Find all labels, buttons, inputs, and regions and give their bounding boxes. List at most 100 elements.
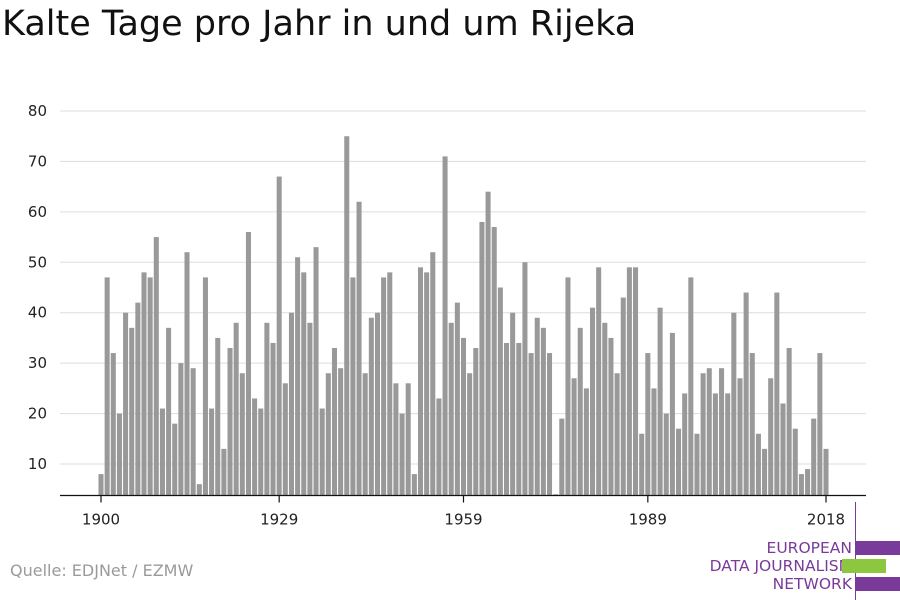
bar-2015: [805, 469, 811, 496]
bar-1946: [381, 277, 387, 496]
bar-1930: [282, 383, 288, 496]
bar-1991: [657, 307, 663, 496]
bar-1953: [424, 272, 430, 496]
bar-1924: [245, 232, 251, 496]
bar-1952: [417, 267, 424, 496]
bar-1995: [682, 393, 688, 496]
bar-1934: [307, 322, 313, 496]
logo-divider: [855, 502, 856, 600]
bar-1901: [104, 277, 110, 496]
bar-1918: [209, 408, 215, 496]
bar-1962: [479, 221, 485, 496]
bar-1976: [565, 277, 571, 496]
source-note: Quelle: EDJNet / EZMW: [10, 561, 194, 580]
bar-1939: [338, 368, 344, 496]
bar-1979: [583, 388, 589, 496]
bar-1932: [295, 257, 301, 496]
bar-1917: [202, 277, 208, 496]
bar-2016: [811, 418, 817, 496]
bar-1947: [387, 272, 393, 496]
bar-1990: [651, 388, 657, 496]
bar-1902: [110, 353, 116, 496]
bar-2011: [780, 403, 786, 496]
bar-1974: [553, 494, 559, 496]
bar-1998: [700, 373, 706, 496]
bar-1904: [123, 312, 129, 496]
edjnet-logo: EUROPEAN DATA JOURNALISM NETWORK: [700, 502, 900, 600]
bar-1911: [166, 327, 172, 496]
x-tick-label: 1959: [444, 511, 482, 529]
bar-2002: [725, 393, 731, 496]
bar-1983: [608, 337, 614, 496]
logo-bar-green: [842, 559, 886, 573]
bar-1907: [141, 272, 147, 496]
y-tick-label: 70: [28, 152, 47, 170]
bar-2003: [731, 312, 737, 496]
bar-2014: [798, 474, 804, 496]
bar-1943: [362, 373, 368, 496]
bar-1996: [688, 277, 694, 496]
x-axis: 1900 1929 1959 1989 2018: [82, 495, 845, 529]
bar-1971: [534, 317, 540, 496]
bar-1992: [663, 413, 669, 496]
bar-2009: [768, 378, 774, 496]
bar-1994: [676, 428, 682, 496]
bar-1977: [571, 378, 577, 496]
bar-1986: [626, 267, 632, 496]
y-tick-label: 20: [28, 405, 47, 423]
logo-bar-purple-bottom: [856, 577, 900, 591]
bar-1970: [528, 353, 534, 496]
bar-1937: [325, 373, 331, 496]
bar-1915: [190, 368, 196, 496]
bar-1985: [620, 297, 626, 496]
bar-1922: [233, 322, 239, 496]
bar-1950: [405, 383, 411, 496]
bar-1956: [442, 156, 448, 496]
bar-1964: [491, 226, 497, 496]
bar-1966: [503, 342, 510, 496]
bar-1942: [356, 201, 362, 496]
bar-2008: [762, 448, 768, 496]
bar-1961: [473, 348, 479, 496]
bar-1927: [264, 322, 270, 496]
bar-1965: [497, 287, 503, 496]
bar-1981: [596, 267, 602, 496]
chart-title: Kalte Tage pro Jahr in und um Rijeka: [2, 4, 637, 44]
bar-1949: [399, 413, 405, 496]
bar-1906: [135, 302, 141, 496]
bar-1920: [221, 448, 227, 496]
bar-1987: [633, 267, 639, 496]
bar-1912: [172, 423, 178, 496]
bar-1959: [460, 337, 467, 496]
bar-1929: [276, 176, 282, 496]
bar-2007: [755, 433, 761, 496]
bar-1973: [547, 353, 553, 496]
bar-1972: [540, 327, 546, 496]
logo-line-1: EUROPEAN: [766, 539, 852, 557]
bar-1968: [516, 342, 522, 496]
bar-chart: 10 20 30 40 50 60 70 80 1900 1929 1959 1989 2018: [28, 102, 866, 529]
bar-2013: [792, 428, 798, 496]
bar-1969: [522, 262, 528, 496]
bar-1975: [559, 418, 565, 496]
bar-1967: [510, 312, 516, 496]
bar-1925: [252, 398, 258, 496]
logo-line-2: DATA JOURNALISM: [709, 557, 852, 575]
bar-1940: [344, 136, 350, 496]
bar-1955: [436, 398, 442, 496]
bar-1963: [485, 191, 491, 496]
x-tick-label: 1900: [82, 511, 120, 529]
bar-1919: [215, 337, 221, 496]
bar-1923: [239, 373, 245, 496]
bar-2017: [817, 353, 823, 496]
bar-2005: [743, 292, 749, 496]
bar-1982: [602, 322, 608, 496]
y-axis: 10 20 30 40 50 60 70 80: [28, 102, 47, 473]
bar-2012: [786, 348, 792, 496]
y-tick-label: 50: [28, 253, 47, 271]
bar-1905: [129, 327, 135, 496]
bar-1914: [184, 252, 190, 496]
bar-1933: [301, 272, 307, 496]
bar-1988: [639, 433, 645, 496]
x-tick-label: 1929: [260, 511, 298, 529]
